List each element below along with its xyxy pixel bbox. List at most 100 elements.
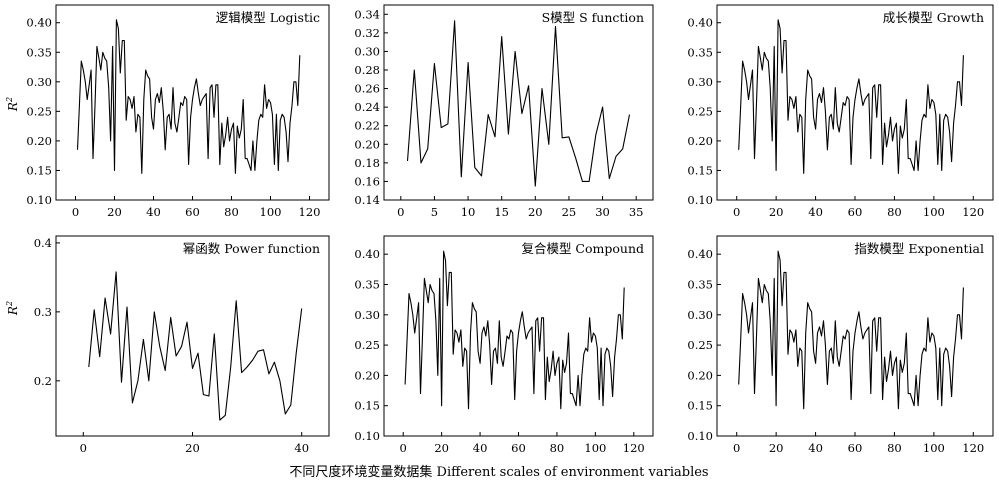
y-tick-label: 0.20 — [354, 368, 380, 382]
panel-title: 成长模型 Growth — [883, 10, 984, 25]
x-tick-label: 80 — [887, 205, 902, 219]
x-tick-label: 20 — [185, 441, 200, 455]
y-tick-label: 0.40 — [354, 247, 380, 261]
y-tick-label: 0.10 — [354, 429, 380, 443]
y-tick-label: 0.30 — [354, 308, 380, 322]
panel-title: S模型 S function — [542, 10, 644, 25]
x-tick-label: 20 — [769, 441, 784, 455]
y-tick-label: 0.34 — [354, 7, 380, 21]
x-tick-label: 0 — [400, 441, 407, 455]
x-tick-label: 100 — [260, 205, 282, 219]
y-tick-label: 0.24 — [354, 100, 380, 114]
y-tick-label: 0.2 — [34, 374, 52, 388]
x-tick-label: 20 — [769, 205, 784, 219]
panel-title: 逻辑模型 Logistic — [216, 10, 320, 25]
y-tick-label: 0.30 — [687, 308, 713, 322]
x-tick-label: 0 — [397, 205, 404, 219]
x-tick-label: 120 — [299, 205, 321, 219]
y-tick-label: 0.20 — [354, 137, 380, 151]
panel-title: 指数模型 Exponential — [854, 241, 984, 256]
x-tick-label: 20 — [107, 205, 122, 219]
x-tick-label: 60 — [848, 205, 863, 219]
y-tick-label: 0.25 — [26, 104, 52, 118]
x-tick-label: 40 — [808, 205, 823, 219]
x-tick-label: 25 — [562, 205, 577, 219]
x-tick-label: 80 — [887, 441, 902, 455]
y-tick-label: 0.22 — [354, 119, 380, 133]
y-tick-label: 0.40 — [687, 16, 713, 30]
ylabel-top-text: R — [6, 102, 20, 112]
data-series-line — [406, 20, 631, 187]
x-tick-label: 120 — [962, 441, 984, 455]
chart-panel-3: 0 20 40 60 80 100 120 0.10 0.15 0.20 0.25 0.30 0.35 0… — [687, 4, 994, 219]
x-tick-label: 60 — [848, 441, 863, 455]
y-tick-label: 0.35 — [26, 45, 52, 59]
x-tick-label: 30 — [595, 205, 610, 219]
data-series-line — [738, 19, 964, 174]
x-tick-label: 40 — [808, 441, 823, 455]
x-tick-label: 20 — [434, 441, 449, 455]
panel-title: 复合模型 Compound — [521, 241, 644, 256]
y-tick-label: 0.30 — [26, 75, 52, 89]
y-tick-label: 0.10 — [687, 193, 713, 207]
panels-group: 0 20 40 60 80 100 1200.100.150.200.250.300.350… — [26, 4, 994, 455]
x-tick-label: 60 — [185, 205, 200, 219]
y-tick-label: 0.35 — [354, 277, 380, 291]
y-tick-label: 0.35 — [687, 277, 713, 291]
y-tick-label: 0.15 — [26, 163, 52, 177]
x-tick-label: 80 — [224, 205, 239, 219]
plot-frame — [383, 4, 654, 201]
x-tick-label: 80 — [550, 441, 565, 455]
y-tick-label: 0.26 — [354, 82, 380, 96]
ylabel-bottom-sup: 2 — [5, 301, 14, 307]
y-tick-label: 0.25 — [354, 338, 380, 352]
chart-panel-1: 0 20 40 60 80 100 120 0.10 0.15 0.20 0.25 0.30 0.35 0… — [26, 4, 330, 219]
x-tick-label: 100 — [584, 441, 606, 455]
y-tick-label: 0.30 — [354, 44, 380, 58]
y-tick-label: 0.20 — [26, 134, 52, 148]
y-tick-label: 0.4 — [34, 236, 52, 250]
y-tick-label: 0.3 — [34, 305, 52, 319]
ylabel-top-sup: 2 — [5, 97, 14, 103]
y-tick-label: 0.15 — [687, 399, 713, 413]
data-series-line — [76, 19, 301, 174]
x-tick-label: 0 — [80, 441, 87, 455]
x-tick-label: 40 — [146, 205, 161, 219]
y-tick-label: 0.15 — [354, 399, 380, 413]
x-tick-label: 60 — [511, 441, 526, 455]
y-tick-label: 0.40 — [687, 247, 713, 261]
y-tick-label: 0.20 — [687, 368, 713, 382]
x-tick-label: 0 — [733, 441, 740, 455]
ylabel-bottom-row: R2 — [5, 301, 20, 316]
x-tick-label: 5 — [431, 205, 438, 219]
x-tick-label: 100 — [923, 205, 945, 219]
y-tick-label: 0.15 — [687, 163, 713, 177]
chart-panel-2: 0 5 10 15 20 25 30 35 0.14 0.16 0.18 0.20 0.22 0.24 0.… — [354, 4, 654, 219]
y-tick-label: 0.20 — [687, 134, 713, 148]
data-series-line — [404, 250, 625, 410]
ylabel-top-row: R2 — [5, 97, 20, 112]
x-tick-label: 35 — [629, 205, 644, 219]
chart-panel-4: 0 20 40 0.2 0.3 0.4 幂函数 Power function — [34, 235, 330, 455]
y-tick-label: 0.10 — [26, 193, 52, 207]
panel-title: 幂函数 Power function — [183, 241, 320, 256]
y-tick-label: 0.25 — [687, 104, 713, 118]
y-tick-label: 0.35 — [687, 45, 713, 59]
x-tick-label: 20 — [528, 205, 543, 219]
y-tick-label: 0.25 — [687, 338, 713, 352]
figure-xlabel: 不同尺度环境变量数据集 Different scales of environm… — [289, 464, 708, 480]
y-tick-label: 0.40 — [26, 16, 52, 30]
x-tick-label: 0 — [733, 205, 740, 219]
y-tick-label: 0.32 — [354, 26, 380, 40]
x-tick-label: 15 — [494, 205, 509, 219]
data-series-line — [738, 250, 964, 410]
x-tick-label: 0 — [72, 205, 79, 219]
y-tick-label: 0.18 — [354, 156, 380, 170]
y-tick-label: 0.16 — [354, 174, 380, 188]
x-tick-label: 100 — [923, 441, 945, 455]
x-tick-label: 40 — [473, 441, 488, 455]
y-tick-label: 0.30 — [687, 75, 713, 89]
ylabel-bottom-text: R — [6, 306, 20, 316]
y-tick-label: 0.28 — [354, 63, 380, 77]
